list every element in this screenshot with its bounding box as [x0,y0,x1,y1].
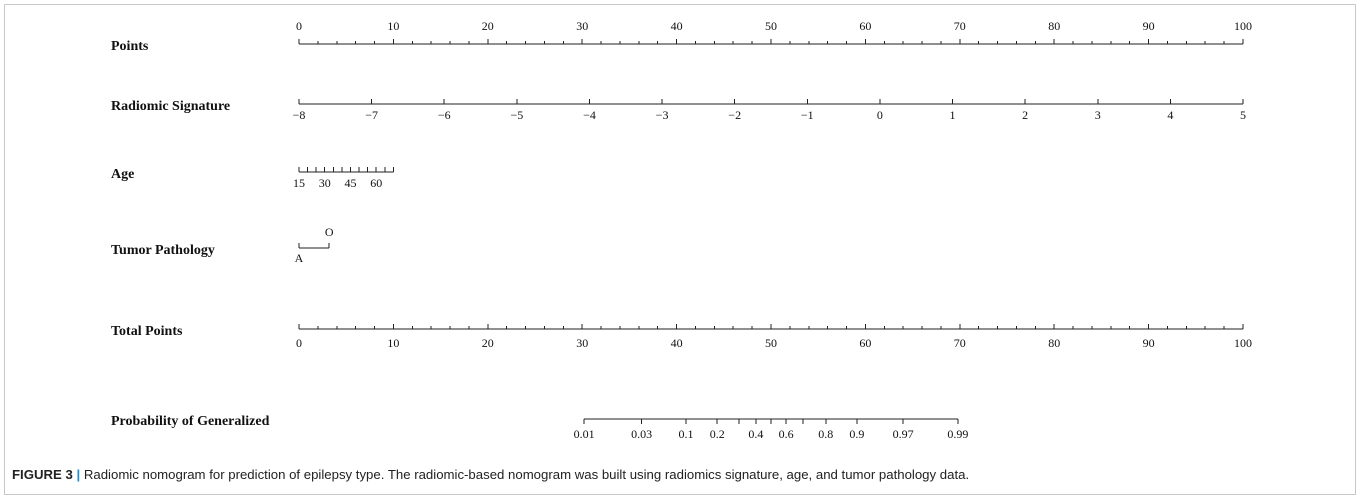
radiomic-signature-tick-label: −7 [365,108,378,122]
points-tick-label: 50 [765,19,777,33]
tumor-pathology-level-label: A [295,251,304,265]
points-tick-label: 40 [671,19,683,33]
age-label: Age [111,167,134,182]
age-tick-label: 30 [319,176,331,190]
total-points-tick-label: 100 [1234,336,1252,350]
caption-separator: | [76,467,81,482]
probability-of-generalized-tick-label: 0.03 [631,427,652,441]
probability-of-generalized-tick-label: 0.1 [679,427,694,441]
tumor-pathology-label: Tumor Pathology [111,243,215,258]
probability-of-generalized-tick-label: 0.99 [947,427,968,441]
probability-of-generalized-tick-label: 0.97 [893,427,914,441]
points-tick-label: 80 [1048,19,1060,33]
total-points-tick-label: 0 [296,336,302,350]
radiomic-signature-tick-label: −5 [510,108,523,122]
points-tick-label: 20 [482,19,494,33]
total-points-tick-label: 60 [859,336,871,350]
total-points-tick-label: 70 [954,336,966,350]
caption-label: FIGURE 3 [12,467,73,482]
radiomic-signature-tick-label: 1 [950,108,956,122]
caption-text: Radiomic nomogram for prediction of epil… [80,467,970,482]
probability-of-generalized-tick-label: 0.01 [574,427,595,441]
radiomic-signature-tick-label: 2 [1022,108,1028,122]
probability-of-generalized-label: Probability of Generalized [111,414,270,429]
points-tick-label: 0 [296,19,302,33]
radiomic-signature-tick-label: 3 [1095,108,1101,122]
radiomic-signature-label: Radiomic Signature [111,99,230,114]
probability-of-generalized-tick-label: 0.2 [710,427,725,441]
total-points-tick-label: 30 [576,336,588,350]
radiomic-signature-tick-label: 4 [1167,108,1173,122]
radiomic-signature-tick-label: −6 [438,108,451,122]
radiomic-signature-tick-label: 5 [1240,108,1246,122]
radiomic-signature-tick-label: −3 [656,108,669,122]
radiomic-signature-tick-label: −2 [728,108,741,122]
probability-of-generalized-tick-label: 0.4 [748,427,763,441]
age-tick-label: 15 [293,176,305,190]
radiomic-signature-tick-label: 0 [877,108,883,122]
total-points-tick-label: 20 [482,336,494,350]
radiomic-signature-tick-label: −1 [801,108,814,122]
total-points-tick-label: 50 [765,336,777,350]
points-tick-label: 30 [576,19,588,33]
points-tick-label: 100 [1234,19,1252,33]
radiomic-signature-tick-label: −4 [583,108,596,122]
probability-of-generalized-tick-label: 0.8 [818,427,833,441]
points-tick-label: 10 [387,19,399,33]
tumor-pathology-level-label: O [325,225,334,239]
total-points-tick-label: 90 [1143,336,1155,350]
points-tick-label: 70 [954,19,966,33]
figure-caption: FIGURE 3 | Radiomic nomogram for predict… [12,467,1352,482]
probability-of-generalized-tick-label: 0.9 [849,427,864,441]
points-tick-label: 90 [1143,19,1155,33]
figure-frame [4,4,1356,495]
total-points-tick-label: 10 [387,336,399,350]
points-tick-label: 60 [859,19,871,33]
points-label: Points [111,39,149,54]
total-points-tick-label: 80 [1048,336,1060,350]
probability-of-generalized-tick-label: 0.6 [779,427,794,441]
total-points-label: Total Points [111,324,183,339]
age-tick-label: 60 [370,176,382,190]
radiomic-signature-tick-label: −8 [293,108,306,122]
total-points-tick-label: 40 [671,336,683,350]
age-tick-label: 45 [344,176,356,190]
